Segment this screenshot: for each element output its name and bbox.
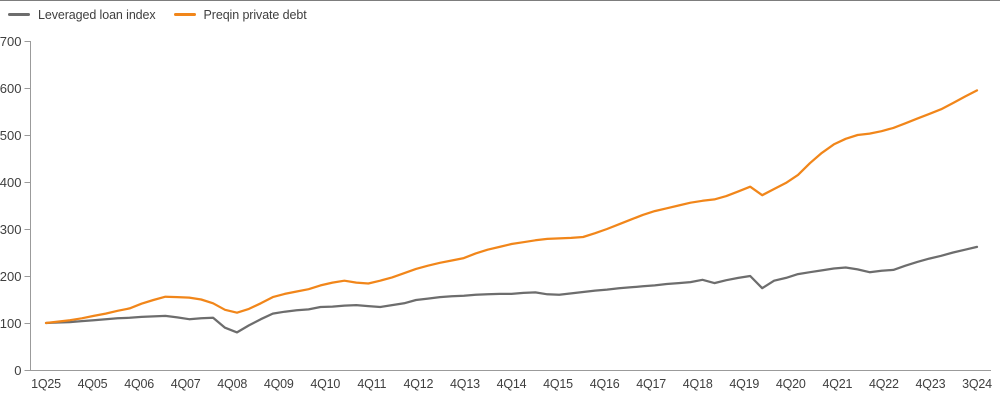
x-tick-label: 4Q07: [171, 377, 201, 391]
x-tick-label: 4Q06: [124, 377, 154, 391]
axis-lines: [30, 41, 991, 371]
y-tick-label: 0: [14, 363, 21, 378]
x-tick-label: 4Q15: [543, 377, 573, 391]
legend-item-preqin-private-debt: Preqin private debt: [173, 8, 307, 22]
x-tick-label: 4Q08: [217, 377, 247, 391]
x-tick-label: 4Q11: [357, 377, 386, 391]
x-tick-label: 4Q09: [264, 377, 294, 391]
y-tick-label: 300: [0, 222, 22, 237]
y-tick-label: 700: [0, 34, 22, 49]
legend-label-preqin-private-debt: Preqin private debt: [203, 8, 307, 22]
x-tick-label: 4Q12: [404, 377, 434, 391]
line-leveraged-loan-index: [44, 245, 979, 334]
x-tick-label: 4Q23: [916, 377, 946, 391]
legend-label-leveraged-loan-index: Leveraged loan index: [38, 8, 156, 22]
y-tick-label: 200: [0, 269, 22, 284]
y-tick-label: 500: [0, 128, 22, 143]
y-tick-label: 400: [0, 175, 22, 190]
x-tick-label: 4Q05: [78, 377, 108, 391]
x-tick-label: 4Q22: [869, 377, 899, 391]
y-tick-label: 100: [0, 316, 22, 331]
x-tick-label: 3Q24: [962, 377, 992, 391]
x-tick-label: 4Q20: [776, 377, 806, 391]
y-tick-label: 600: [0, 81, 22, 96]
x-tick-label: 4Q16: [590, 377, 620, 391]
x-tick-label: 4Q21: [822, 377, 852, 391]
legend-swatch-preqin-private-debt: [173, 13, 196, 17]
x-tick-label: 4Q19: [729, 377, 759, 391]
legend-swatch-leveraged-loan-index: [8, 13, 30, 17]
x-tick-label: 4Q14: [497, 377, 527, 391]
chart-legend: Leveraged loan index Preqin private debt: [8, 8, 307, 22]
x-tick-label: 4Q10: [310, 377, 340, 391]
x-tick-label: 1Q25: [31, 377, 61, 391]
line-preqin-private-debt: [44, 89, 979, 325]
x-tick-label: 4Q18: [683, 377, 713, 391]
legend-item-leveraged-loan-index: Leveraged loan index: [8, 8, 156, 22]
x-tick-label: 4Q13: [450, 377, 480, 391]
x-tick-label: 4Q17: [636, 377, 666, 391]
